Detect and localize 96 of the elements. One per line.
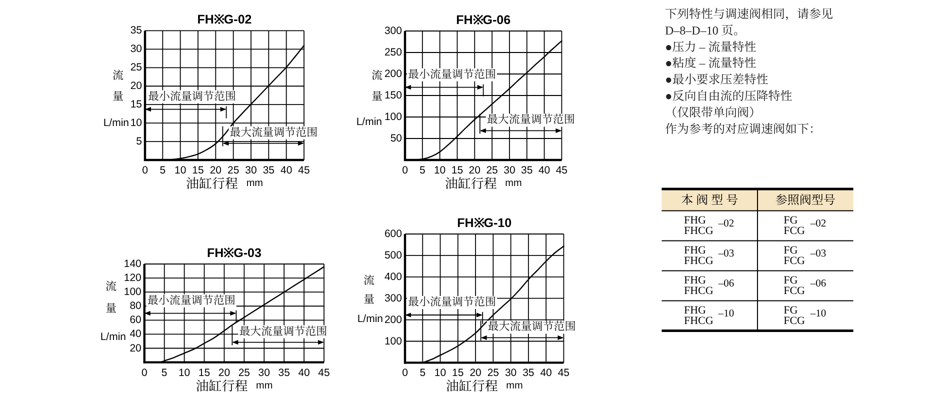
y-tick-label: 50 (390, 132, 402, 144)
y-tick-label: 200 (384, 314, 402, 326)
x-tick-label: 25 (486, 164, 498, 176)
text: 下列特性与调速阀相同，请参见 (665, 7, 834, 21)
y-tick-label: 40 (130, 328, 142, 340)
x-tick-label: 30 (245, 164, 257, 176)
x-axis-title: 油缸行程 mm (196, 378, 273, 393)
x-tick-label: 45 (558, 367, 570, 380)
x-tick-label: 20 (218, 366, 230, 379)
y-tick-label: 500 (384, 249, 402, 262)
y-tick-label: 600 (384, 228, 402, 240)
x-axis-title: 油缸行程 mm (446, 378, 523, 394)
y-tick-label: 250 (384, 46, 402, 58)
x-tick-label: 30 (504, 164, 516, 176)
x-tick-label: 35 (522, 367, 534, 380)
x-tick-label: 5 (160, 164, 166, 176)
annotation: 最大流量调节范围 (486, 113, 575, 126)
y-tick-label: 100 (384, 335, 402, 348)
x-tick-label: 40 (280, 164, 292, 176)
x-tick-label: 0 (142, 164, 148, 176)
y-tick-label: 10 (130, 117, 142, 130)
annotation: 最小流量调节范围 (148, 90, 236, 103)
text: ●粘度 – 流量特性 (665, 56, 756, 70)
y-tick-label: 30 (130, 43, 142, 56)
category-label: 本 阀 型 号 (681, 192, 738, 207)
x-tick-label: 25 (227, 164, 240, 176)
y-tick-label: 20 (130, 80, 142, 92)
annotation: 最小流量调节范围 (147, 294, 236, 307)
chart-title: FH※G-02 (197, 12, 252, 27)
x-tick-label: 40 (538, 164, 550, 176)
x-tick-label: 30 (504, 367, 517, 380)
text: ●最小要求压差特性 (665, 72, 768, 87)
text: D–8–D–10 页。 (665, 23, 746, 38)
x-tick-label: 30 (258, 366, 270, 379)
y-tick-label: 20 (130, 342, 142, 354)
x-tick-label: 0 (141, 366, 148, 379)
x-tick-label: 25 (487, 367, 500, 380)
x-tick-label: 5 (419, 164, 426, 176)
x-tick-label: 5 (420, 367, 426, 380)
x-tick-label: 25 (238, 366, 250, 379)
x-tick-label: 45 (318, 366, 330, 379)
x-tick-label: 0 (402, 164, 408, 176)
x-axis-title: 油缸行程 mm (444, 176, 522, 190)
category-label: 参照阀型号 (775, 192, 836, 207)
x-tick-label: 15 (451, 164, 464, 176)
x-tick-label: 20 (210, 164, 222, 176)
y-tick-label: 200 (384, 68, 402, 80)
chart-title: FH※G-06 (456, 13, 511, 27)
y-tick-label: 300 (384, 25, 402, 37)
y-tick-label: 100 (124, 286, 142, 298)
x-tick-label: 15 (452, 367, 464, 380)
x-tick-label: 45 (298, 164, 310, 176)
text: 流量 L/min (100, 281, 126, 343)
annotation: 最大流量调节范围 (239, 324, 328, 338)
x-tick-label: 20 (468, 164, 481, 176)
y-tick-label: 150 (384, 90, 402, 102)
annotation: 最小流量调节范围 (408, 296, 496, 308)
x-tick-label: 0 (402, 367, 408, 380)
y-tick-label: 60 (130, 314, 142, 326)
x-tick-label: 35 (278, 366, 290, 379)
chart-title: FH※G-03 (206, 246, 262, 260)
x-tick-label: 10 (434, 164, 446, 176)
x-tick-label: 5 (161, 366, 168, 379)
x-tick-label: 10 (174, 164, 186, 176)
y-tick-label: 80 (130, 300, 142, 312)
text: 作为参考的对应调速阀如下： (665, 122, 822, 136)
y-tick-label: 100 (384, 111, 402, 123)
chart-title: FH※G-10 (457, 216, 512, 230)
x-tick-label: 45 (556, 164, 568, 176)
y-tick-label: 5 (136, 136, 142, 148)
x-tick-label: 15 (198, 366, 210, 379)
annotation: 最大流量调节范围 (488, 320, 576, 334)
y-tick-label: 120 (124, 272, 142, 284)
x-tick-label: 10 (178, 366, 190, 379)
annotation: 最大流量调节范围 (230, 126, 318, 139)
x-tick-label: 15 (192, 164, 204, 176)
y-tick-label: 400 (384, 270, 402, 283)
annotation: 最小流量调节范围 (408, 68, 496, 81)
text: 流量 L/min (103, 70, 129, 129)
x-tick-label: 35 (262, 164, 275, 176)
x-tick-label: 20 (470, 367, 482, 380)
x-tick-label: 40 (540, 367, 552, 380)
text: ●反向自由流的压降特性 (665, 89, 792, 103)
y-tick-label: 25 (130, 62, 142, 74)
x-tick-label: 35 (521, 164, 533, 176)
y-axis-title: 流量 L/min (357, 274, 384, 325)
y-axis-title: 流量 L/min (356, 69, 382, 128)
y-tick-label: 35 (130, 24, 142, 37)
text: （仅限带单向阀） (665, 105, 762, 120)
y-tick-label: 140 (124, 258, 142, 270)
x-tick-label: 40 (298, 366, 310, 379)
x-axis-title: 油缸行程 mm (186, 176, 264, 190)
x-tick-label: 10 (434, 367, 446, 380)
y-tick-label: 15 (130, 98, 142, 111)
text: ●压力 – 流量特性 (665, 40, 756, 54)
y-tick-label: 300 (384, 292, 402, 304)
